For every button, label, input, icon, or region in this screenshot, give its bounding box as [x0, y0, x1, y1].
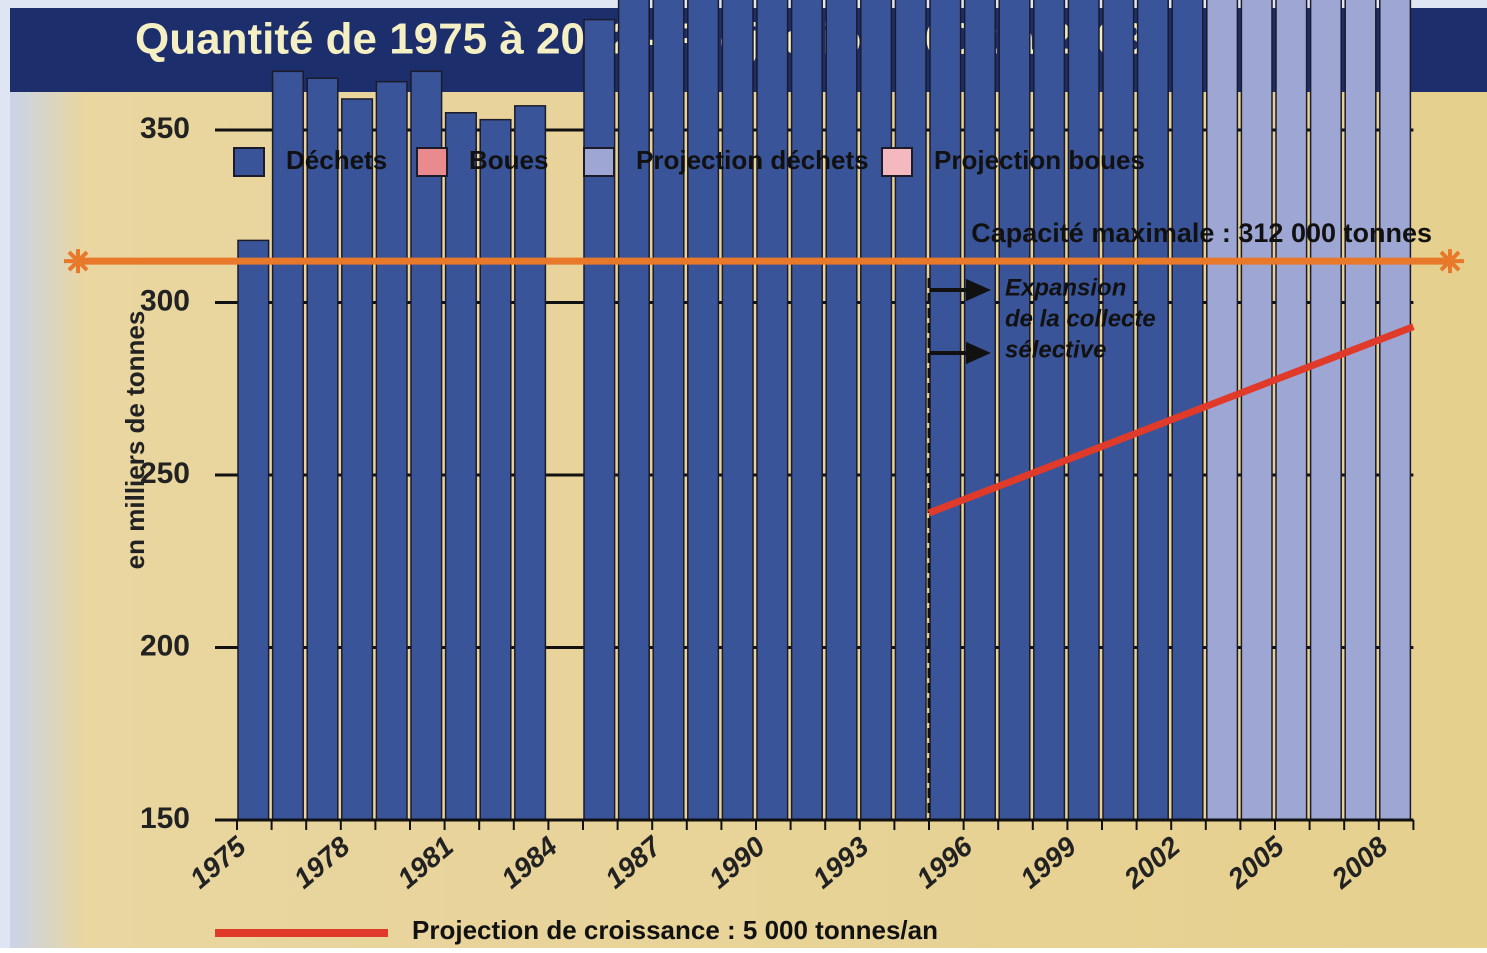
bar-segment [929, 0, 962, 821]
bar-segment [1379, 0, 1412, 821]
bar-segment [963, 0, 996, 821]
annotation: sélective [1005, 336, 1106, 363]
capacity-label: Capacité maximale : 312 000 tonnes [971, 218, 1432, 248]
bar-segment [237, 239, 270, 821]
bar-segment [652, 0, 685, 821]
bar-segment [687, 0, 720, 821]
bar-segment [1309, 0, 1342, 821]
bar-segment [1344, 0, 1377, 821]
legend-label: Boues [469, 145, 548, 175]
y-tick-label: 250 [140, 457, 190, 490]
bar-segment [617, 0, 650, 821]
legend-label: Projection boues [934, 145, 1145, 175]
bar-segment [998, 0, 1031, 821]
y-tick-label: 200 [140, 629, 190, 662]
bar-segment [306, 77, 339, 821]
capacity-star [64, 249, 92, 274]
annotation-arrows [930, 278, 991, 365]
bar-segment [583, 18, 616, 821]
annotation: de la collecte [1005, 305, 1156, 332]
bar-segment [1275, 0, 1308, 821]
bar-segment [721, 0, 754, 821]
trend-label: Projection de croissance : 5 000 tonnes/… [412, 915, 938, 945]
y-tick-label: 300 [140, 284, 190, 317]
bar-segment [1240, 0, 1273, 821]
bar-segment [1033, 0, 1066, 821]
bar-segment [860, 0, 893, 821]
bar-segment [271, 70, 304, 821]
bar-segment [410, 70, 443, 821]
bar-segment [790, 0, 823, 821]
bar-segment [479, 118, 512, 821]
legend-swatch [881, 147, 913, 177]
y-axis-label: en milliers de tonnes [120, 311, 150, 570]
bar-segment [894, 0, 927, 821]
bar-segment [514, 105, 547, 821]
bar-segment [341, 98, 374, 821]
legend-label: Déchets [286, 145, 387, 175]
bar-segment [375, 80, 408, 821]
legend-label: Projection déchets [636, 145, 869, 175]
bar-segment [756, 0, 789, 821]
bar-segment [444, 112, 477, 821]
trend-line [927, 323, 1415, 517]
capacity-star [1436, 249, 1464, 274]
legend-swatch [583, 147, 615, 177]
y-tick-label: 350 [140, 112, 190, 145]
legend-swatch [416, 147, 448, 177]
bar-segment [1206, 0, 1239, 821]
bar-segment [1136, 0, 1169, 821]
bar-segment [1102, 0, 1135, 821]
legend-swatch [233, 147, 265, 177]
bar-segment [1067, 0, 1100, 821]
y-tick-label: 150 [140, 802, 190, 835]
bar-segment [825, 0, 858, 821]
annotation: Expansion [1005, 274, 1126, 301]
